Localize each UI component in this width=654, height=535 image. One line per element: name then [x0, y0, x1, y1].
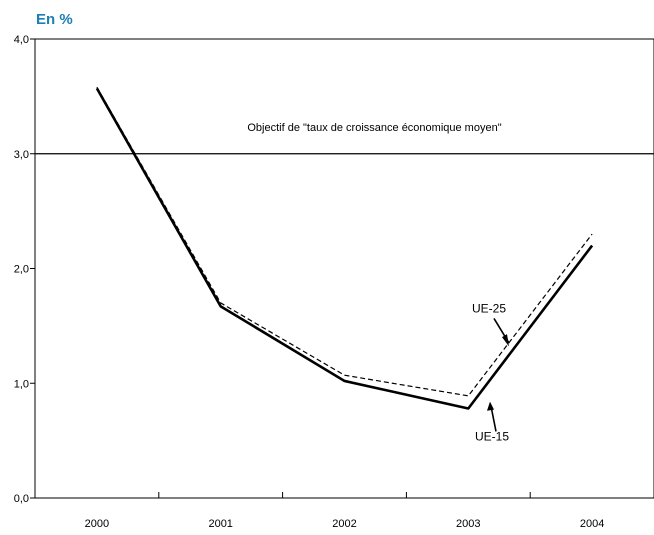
- x-tick-label: 2003: [456, 518, 480, 530]
- arrowhead-ue25: [502, 334, 509, 347]
- reference-line-label: Objectif de "taux de croissance économiq…: [247, 122, 501, 134]
- series-layer: [95, 86, 594, 410]
- x-tick-label: 2004: [580, 518, 604, 530]
- plot-area: [34, 38, 654, 499]
- x-tick-label: 2002: [332, 518, 356, 530]
- series-label-ue15: UE-15: [475, 429, 509, 443]
- series-line-ue-25: [96, 86, 593, 397]
- arrow-ue15: [490, 406, 497, 432]
- y-tick-label: 1,0: [14, 378, 29, 390]
- y-tick-label: 2,0: [14, 264, 29, 276]
- unit-label: En %: [36, 11, 73, 28]
- series-line-ue-15: [95, 87, 594, 410]
- series-label-ue25: UE-25: [472, 301, 506, 315]
- y-tick-label: 4,0: [14, 34, 29, 46]
- y-tick-label: 0,0: [14, 493, 29, 505]
- ticks-layer: 0,0 1,0 2,0 3,0 4,0 2000 2001 2002 2003 2004: [14, 34, 654, 530]
- series-labels-layer: UE-25 UE-15: [472, 301, 510, 443]
- y-tick-label: 3,0: [14, 149, 29, 161]
- arrowhead-ue15: [487, 401, 494, 411]
- x-tick-label: 2001: [208, 518, 232, 530]
- x-tick-label: 2000: [85, 518, 109, 530]
